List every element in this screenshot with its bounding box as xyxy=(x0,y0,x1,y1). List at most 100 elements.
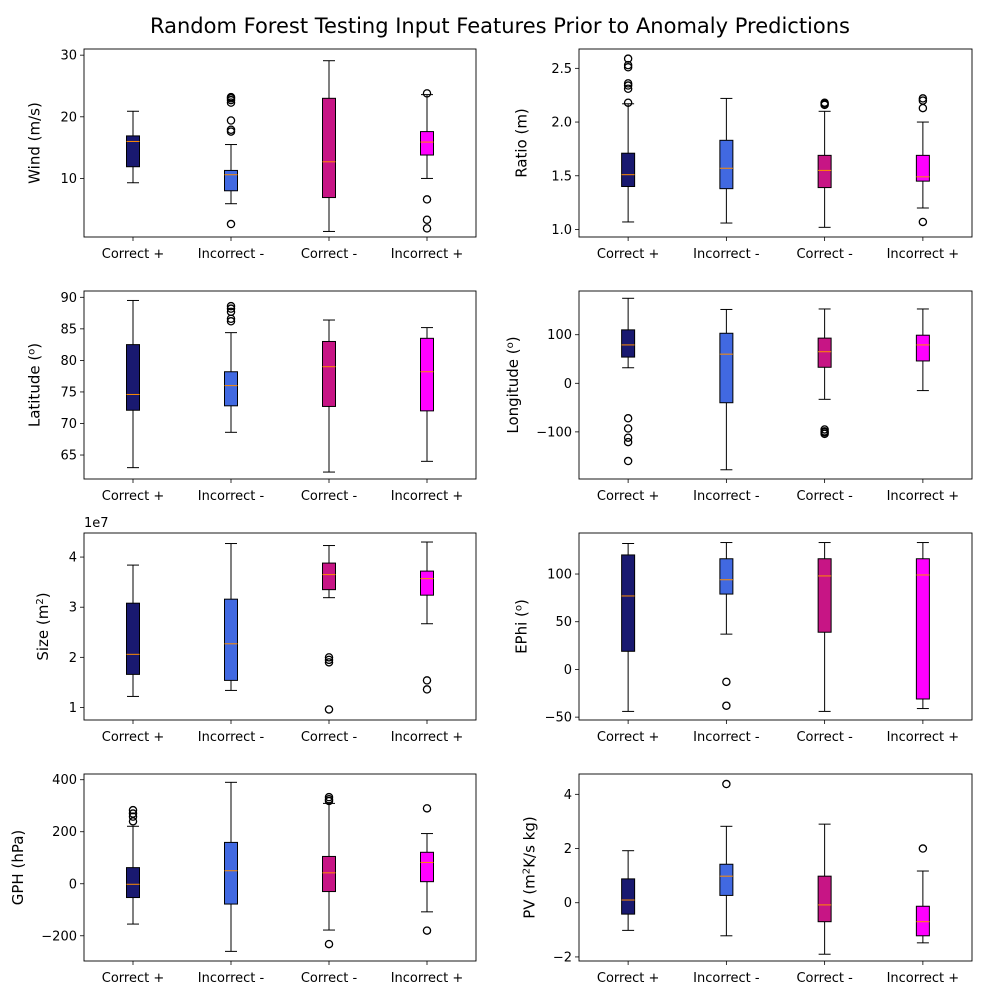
y-axis-label: Size (m2) xyxy=(34,592,52,660)
outlier-point xyxy=(226,92,236,102)
outlier-point xyxy=(324,792,334,802)
plot-frame xyxy=(83,532,477,721)
x-tick-label: Incorrect + xyxy=(391,971,464,986)
y-axis-label: Wind (m/s) xyxy=(26,102,44,184)
y-tick-label: 2 xyxy=(564,842,572,857)
iqr-box xyxy=(126,135,140,168)
outlier-point xyxy=(820,429,829,439)
box-correct xyxy=(817,308,832,439)
x-tick-label: Incorrect + xyxy=(887,730,960,745)
iqr-box xyxy=(817,875,832,923)
box-incorrect xyxy=(224,92,238,229)
axis-offset-label: 1e7 xyxy=(84,516,109,531)
iqr-box xyxy=(224,371,238,407)
box-incorrect xyxy=(915,542,930,710)
y-tick-label: 2 xyxy=(69,651,77,666)
y-tick-label: 70 xyxy=(60,417,77,432)
x-tick-label: Correct + xyxy=(597,489,659,504)
outlier-point xyxy=(128,809,138,818)
box-incorrect xyxy=(420,804,434,935)
outlier-point xyxy=(623,414,633,423)
outlier-point xyxy=(226,301,236,311)
box-incorrect xyxy=(224,301,238,433)
y-tick-label: 90 xyxy=(60,291,77,306)
plot-frame xyxy=(578,48,973,238)
panel-wind-m-s: 10 20 30 Wind (m/s) Correct + Incorrect - Corr… xyxy=(26,48,477,262)
figure-title: Random Forest Testing Input Features Pri… xyxy=(150,14,850,38)
iqr-box xyxy=(126,602,140,675)
x-tick-label: Incorrect + xyxy=(887,247,960,262)
iqr-box xyxy=(224,169,238,192)
outlier-point xyxy=(422,195,432,204)
y-tick-label: 65 xyxy=(60,449,77,464)
panel-size-m: 1 2 3 4 1e7 Size (m2) Correct + Incorrect - Corr… xyxy=(34,516,477,745)
x-tick-label: Incorrect - xyxy=(198,971,265,986)
y-tick-label: −2 xyxy=(553,950,572,965)
plot-frame xyxy=(83,773,477,962)
iqr-box xyxy=(621,152,636,188)
plot-frame xyxy=(578,532,973,721)
outlier-point xyxy=(422,804,432,813)
outlier-point xyxy=(128,805,138,815)
iqr-box xyxy=(322,340,336,407)
y-tick-label: 0 xyxy=(564,896,572,911)
y-tick-label: 4 xyxy=(69,551,77,566)
plot-frame xyxy=(83,48,477,238)
box-correct xyxy=(322,60,336,232)
outlier-point xyxy=(226,317,236,326)
outlier-point xyxy=(623,98,633,107)
y-axis-label: Latitude (o) xyxy=(26,343,44,427)
outlier-point xyxy=(623,456,633,466)
box-correct xyxy=(322,545,336,714)
outlier-point xyxy=(128,812,138,821)
box-correct xyxy=(621,54,636,223)
iqr-box xyxy=(126,867,140,899)
x-tick-label: Correct - xyxy=(796,489,853,504)
y-tick-label: 30 xyxy=(60,49,77,64)
outlier-point xyxy=(324,653,334,662)
x-tick-label: Incorrect - xyxy=(693,971,760,986)
y-tick-label: −200 xyxy=(41,929,77,944)
y-tick-label: 0 xyxy=(564,663,572,678)
y-tick-label: 50 xyxy=(555,615,572,630)
outlier-point xyxy=(422,224,432,233)
x-tick-label: Incorrect - xyxy=(693,730,760,745)
y-tick-label: 0 xyxy=(69,877,77,892)
outlier-point xyxy=(918,94,928,103)
panel-ratio-m: 1.0 1.5 2.0 2.5 Ratio (m) Correct + Incorrect … xyxy=(512,48,973,262)
y-tick-label: 1.0 xyxy=(551,223,572,238)
box-correct xyxy=(817,98,832,228)
x-tick-label: Incorrect + xyxy=(391,247,464,262)
panel-pv-mk-s-kg: −2 0 2 4 PV (m2K/s kg) Correct + Incorrect - Co… xyxy=(521,773,973,986)
x-tick-label: Incorrect - xyxy=(693,489,760,504)
x-tick-label: Incorrect + xyxy=(391,489,464,504)
y-axis-label: Ratio (m) xyxy=(512,108,530,178)
box-correct xyxy=(621,542,636,712)
x-tick-label: Correct + xyxy=(102,489,164,504)
x-tick-label: Incorrect - xyxy=(198,730,265,745)
iqr-box xyxy=(915,334,930,362)
outlier-point xyxy=(722,677,731,687)
x-tick-label: Correct + xyxy=(102,247,164,262)
y-tick-label: 1.5 xyxy=(551,169,572,184)
outlier-point xyxy=(324,705,334,714)
box-incorrect xyxy=(719,308,734,471)
y-axis-label: Longitude (o) xyxy=(504,336,522,433)
x-tick-label: Correct + xyxy=(597,247,659,262)
y-axis-label: GPH (hPa) xyxy=(9,830,27,906)
iqr-box xyxy=(322,97,336,199)
iqr-box xyxy=(420,337,434,412)
y-tick-label: 10 xyxy=(60,172,77,187)
outlier-point xyxy=(226,219,236,229)
iqr-box xyxy=(420,570,434,596)
outlier-point xyxy=(226,98,236,107)
iqr-box xyxy=(420,851,434,883)
outlier-point xyxy=(422,685,432,694)
box-correct xyxy=(126,110,140,184)
x-tick-label: Correct - xyxy=(796,247,853,262)
x-tick-label: Incorrect - xyxy=(693,247,760,262)
box-incorrect xyxy=(915,308,930,392)
x-tick-label: Correct + xyxy=(597,971,659,986)
x-tick-label: Incorrect - xyxy=(198,247,265,262)
